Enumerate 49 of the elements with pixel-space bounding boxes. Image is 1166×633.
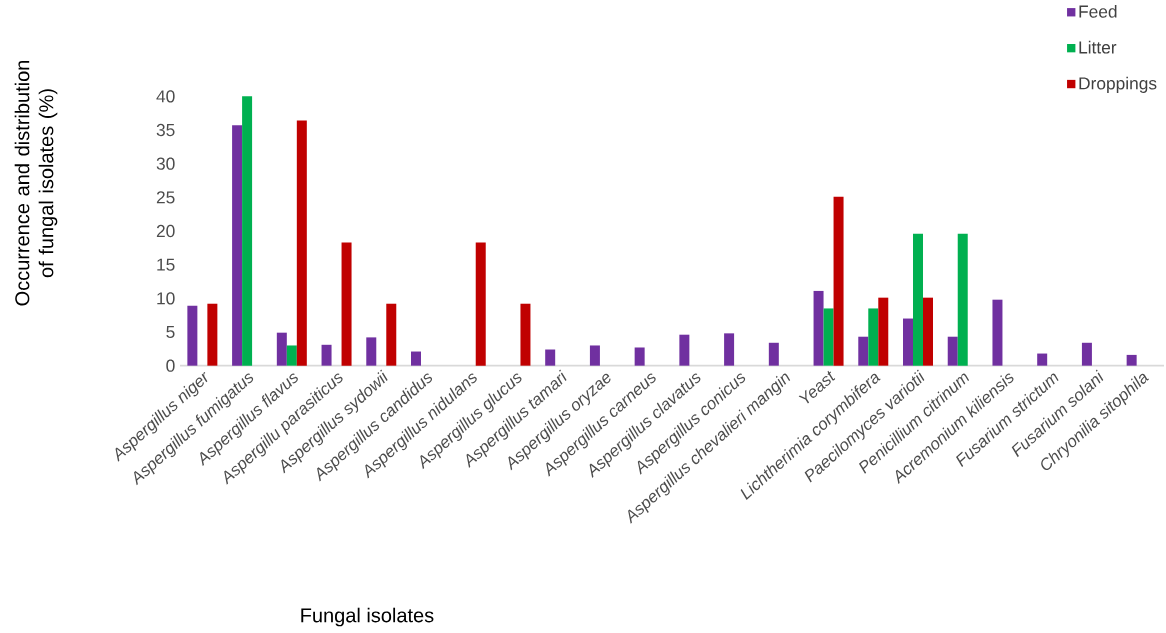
y-tick-label: 15: [157, 258, 175, 271]
bar: [321, 344, 332, 366]
bar: [187, 305, 198, 366]
x-axis-title: Fungal isolates: [301, 607, 434, 627]
legend-label: Litter: [1079, 40, 1117, 54]
bar: [276, 332, 287, 366]
y-tick-label: 0: [166, 359, 175, 372]
bar: [947, 336, 958, 366]
bar: [286, 345, 297, 366]
bar: [386, 303, 397, 366]
bar: [923, 297, 934, 366]
bar: [296, 120, 307, 366]
bar: [957, 233, 968, 366]
y-tick-label: 40: [156, 90, 175, 103]
bar: [858, 336, 869, 366]
y-tick-label: 10: [157, 292, 175, 305]
bar: [768, 342, 779, 366]
y-tick-label: 5: [166, 325, 175, 339]
bar: [903, 318, 913, 366]
legend-label: Droppings: [1079, 76, 1157, 93]
bar: [868, 308, 879, 366]
legend-label: Feed: [1079, 4, 1117, 18]
bar: [520, 303, 531, 366]
y-axis-title: Occurrence and distribution of fungal isolates (%): [14, 60, 58, 306]
bar: [232, 125, 243, 366]
bar: [679, 334, 690, 366]
y-tick-label: 30: [156, 157, 175, 170]
bar: [634, 347, 645, 366]
bar: [992, 299, 1003, 366]
bar: [207, 303, 218, 366]
bar: [913, 233, 923, 366]
bar: [878, 297, 889, 366]
bar: [475, 242, 486, 366]
y-tick-label: 20: [156, 224, 175, 238]
bar: [724, 333, 735, 366]
y-tick-label: 25: [156, 191, 175, 204]
bar: [242, 96, 253, 366]
bar: [833, 196, 844, 366]
bar: [411, 351, 421, 366]
bar: [545, 349, 556, 366]
bar: [823, 308, 834, 366]
y-tick-label: 35: [156, 123, 175, 137]
bar: [366, 337, 377, 366]
bar: [589, 345, 600, 366]
bar: [1126, 354, 1137, 366]
bar: [1037, 353, 1048, 366]
bar: [813, 290, 824, 366]
bar: [1081, 342, 1092, 366]
bar: [341, 242, 352, 366]
